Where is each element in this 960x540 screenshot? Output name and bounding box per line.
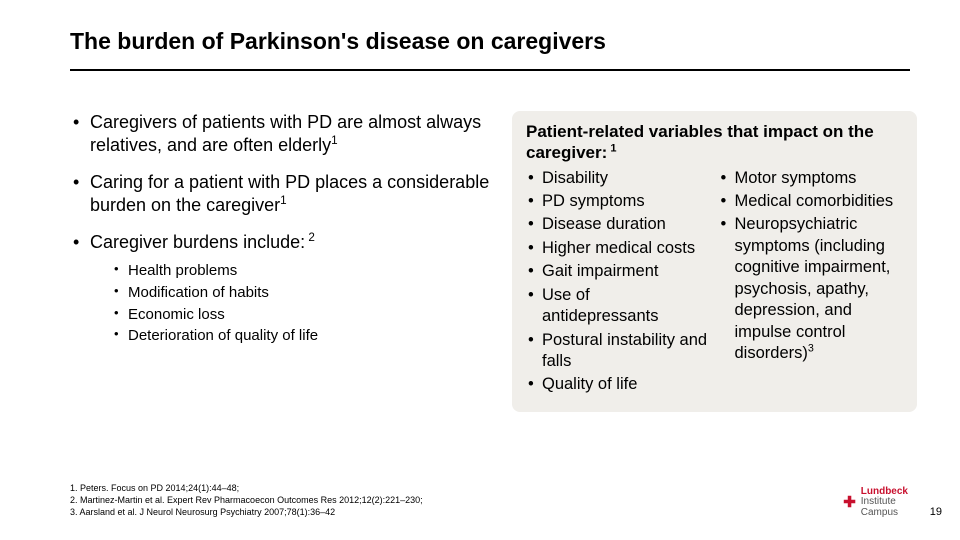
- var-text: Neuropsychiatric symptoms (including cog…: [735, 215, 891, 362]
- bullet-text: Caregiver burdens include:: [90, 232, 305, 252]
- var-text: Motor symptoms: [735, 169, 857, 187]
- logo: ✚ LundbeckInstituteCampus: [843, 487, 908, 519]
- var-item: Higher medical costs: [526, 238, 711, 259]
- superscript: 1: [607, 143, 616, 155]
- variables-col-2: Motor symptoms Medical comorbidities Neu…: [719, 168, 904, 398]
- var-item: Motor symptoms: [719, 168, 904, 189]
- sub-bullets: Health problems Modification of habits E…: [90, 260, 490, 347]
- bullet-item: Caregivers of patients with PD are almos…: [70, 111, 490, 157]
- superscript: 2: [305, 231, 315, 244]
- right-heading: Patient-related variables that impact on…: [526, 121, 903, 164]
- var-item: Quality of life: [526, 374, 711, 395]
- reference-line: 3. Aarsland et al. J Neurol Neurosurg Ps…: [70, 506, 423, 518]
- sub-bullet-item: Deterioration of quality of life: [112, 325, 490, 347]
- var-item: Disease duration: [526, 214, 711, 235]
- reference-line: 1. Peters. Focus on PD 2014;24(1):44–48;: [70, 482, 423, 494]
- var-list: Disability PD symptoms Disease duration …: [526, 168, 711, 396]
- bullet-item: Caring for a patient with PD places a co…: [70, 171, 490, 217]
- superscript: 3: [808, 343, 814, 355]
- content-row: Caregivers of patients with PD are almos…: [70, 111, 910, 412]
- slide-title: The burden of Parkinson's disease on car…: [70, 28, 910, 71]
- bullet-text: Caregivers of patients with PD are almos…: [90, 112, 481, 155]
- var-item: Gait impairment: [526, 261, 711, 282]
- page-number: 19: [930, 506, 942, 518]
- logo-brand: Lundbeck: [861, 486, 908, 497]
- var-list: Motor symptoms Medical comorbidities Neu…: [719, 168, 904, 365]
- sub-bullet-item: Health problems: [112, 260, 490, 282]
- bullet-text: Caring for a patient with PD places a co…: [90, 172, 489, 215]
- var-item: Neuropsychiatric symptoms (including cog…: [719, 214, 904, 364]
- variable-columns: Disability PD symptoms Disease duration …: [526, 168, 903, 398]
- var-item: Postural instability and falls: [526, 330, 711, 373]
- var-item: Medical comorbidities: [719, 191, 904, 212]
- right-panel: Patient-related variables that impact on…: [512, 111, 917, 412]
- right-heading-text: Patient-related variables that impact on…: [526, 122, 874, 162]
- var-item: PD symptoms: [526, 191, 711, 212]
- logo-text: LundbeckInstituteCampus: [861, 487, 908, 519]
- var-item: Use of antidepressants: [526, 285, 711, 328]
- logo-icon: ✚: [843, 493, 856, 511]
- references: 1. Peters. Focus on PD 2014;24(1):44–48;…: [70, 482, 423, 518]
- sub-bullet-item: Economic loss: [112, 304, 490, 326]
- reference-line: 2. Martinez-Martin et al. Expert Rev Pha…: [70, 494, 423, 506]
- variables-col-1: Disability PD symptoms Disease duration …: [526, 168, 711, 398]
- var-text: Medical comorbidities: [735, 192, 894, 210]
- sub-bullet-item: Modification of habits: [112, 282, 490, 304]
- left-column: Caregivers of patients with PD are almos…: [70, 111, 490, 412]
- superscript: 1: [280, 194, 287, 207]
- slide: The burden of Parkinson's disease on car…: [0, 0, 960, 540]
- superscript: 1: [331, 134, 338, 147]
- main-bullets: Caregivers of patients with PD are almos…: [70, 111, 490, 347]
- bullet-item: Caregiver burdens include: 2 Health prob…: [70, 231, 490, 347]
- var-item: Disability: [526, 168, 711, 189]
